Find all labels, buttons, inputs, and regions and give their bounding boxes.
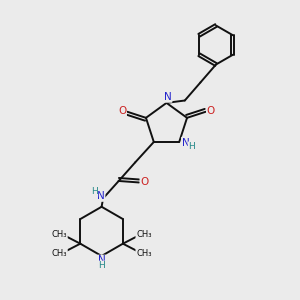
Text: N: N [164,92,172,102]
Text: CH₃: CH₃ [136,249,152,258]
Text: H: H [91,187,98,196]
Text: O: O [118,106,126,116]
Text: CH₃: CH₃ [52,249,67,258]
Text: CH₃: CH₃ [52,230,67,238]
Text: N: N [97,191,105,201]
Text: N: N [182,138,190,148]
Text: N: N [98,256,106,266]
Text: H: H [98,261,105,270]
Text: H: H [188,142,195,151]
Text: CH₃: CH₃ [136,230,152,238]
Text: O: O [207,106,215,116]
Text: O: O [140,178,148,188]
